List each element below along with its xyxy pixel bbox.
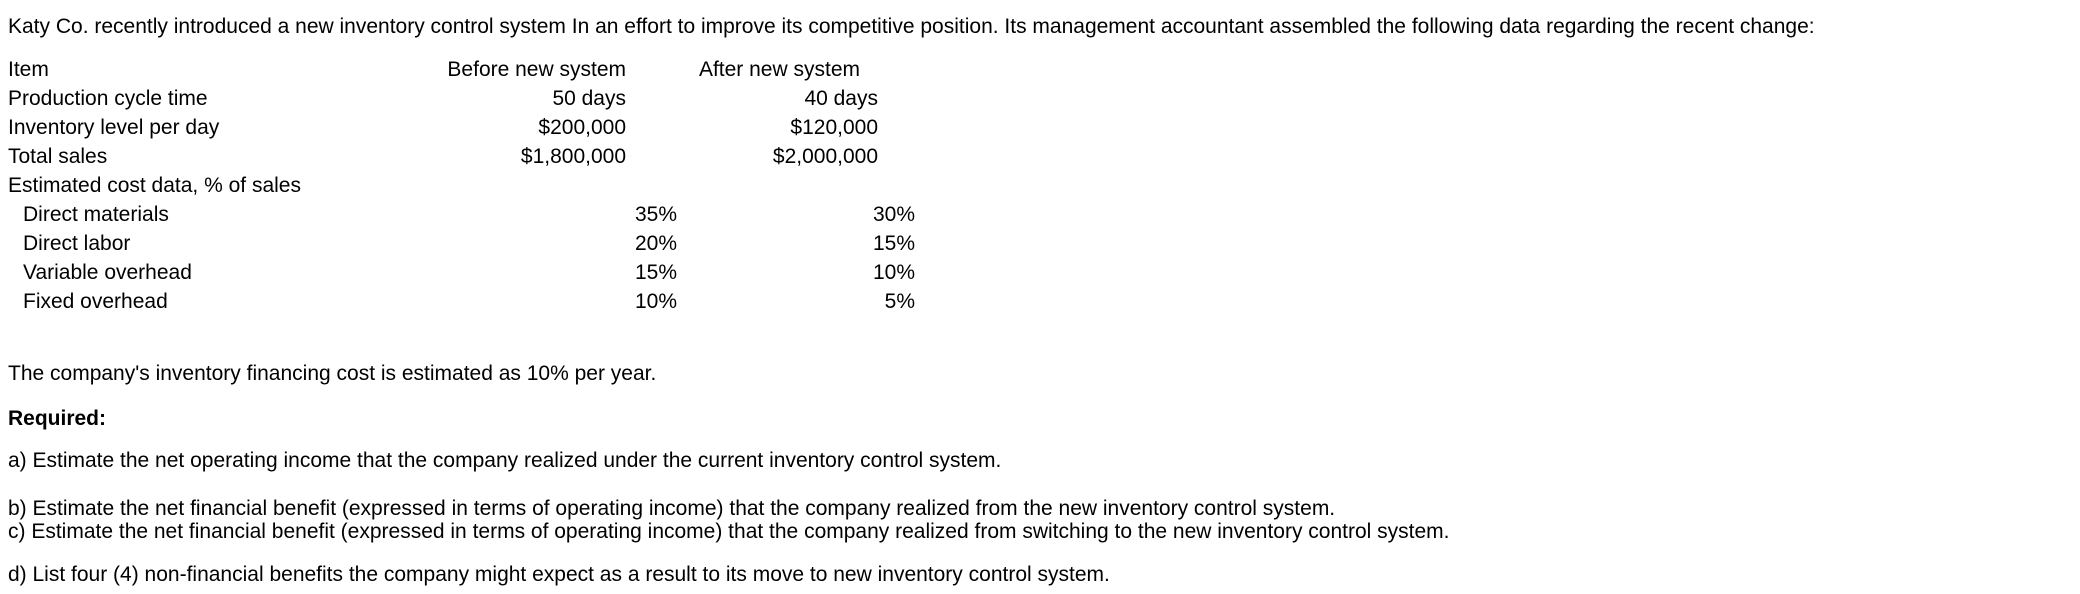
after-percent: 30% — [872, 203, 915, 226]
table-section-cost-data: Estimated cost data, % of sales — [8, 171, 2080, 200]
table-row-production-cycle-time: Production cycle time 50 days 40 days — [8, 84, 2080, 113]
table-header-row: Item Before new system After new system — [8, 55, 2080, 84]
requirement-c: c) Estimate the net financial benefit (e… — [8, 519, 1450, 543]
problem-page: Katy Co. recently introduced a new inven… — [8, 12, 2080, 589]
table-row-direct-materials: Direct materials 35% 30% — [8, 200, 2080, 229]
before-value: 50 days — [552, 87, 626, 110]
before-percent: 35% — [634, 203, 677, 226]
after-percent: 5% — [884, 290, 915, 313]
after-value: $2,000,000 — [772, 145, 878, 168]
before-value: $200,000 — [538, 116, 626, 139]
after-value: $120,000 — [790, 116, 878, 139]
requirement-a: a) Estimate the net operating income tha… — [8, 449, 1002, 472]
section-label: Estimated cost data, % of sales — [8, 174, 301, 197]
table-row-variable-overhead: Variable overhead 15% 10% — [8, 258, 2080, 287]
row-label: Variable overhead — [23, 261, 192, 284]
column-header-item: Item — [8, 58, 49, 81]
before-percent: 15% — [634, 261, 677, 284]
column-header-before: Before new system — [447, 58, 626, 81]
comparison-table: Item Before new system After new system … — [8, 55, 2080, 316]
financing-note: The company's inventory financing cost i… — [8, 362, 657, 385]
requirement-b: b) Estimate the net financial benefit (e… — [8, 497, 1336, 520]
after-percent: 10% — [872, 261, 915, 284]
row-label: Total sales — [8, 145, 108, 168]
after-percent: 15% — [872, 232, 915, 255]
row-label: Inventory level per day — [8, 116, 220, 139]
intro-paragraph: Katy Co. recently introduced a new inven… — [8, 15, 1815, 38]
requirement-d: d) List four (4) non-financial benefits … — [8, 563, 1110, 586]
before-percent: 20% — [634, 232, 677, 255]
column-header-after: After new system — [698, 58, 860, 81]
table-row-fixed-overhead: Fixed overhead 10% 5% — [8, 287, 2080, 316]
before-value: $1,800,000 — [520, 145, 626, 168]
before-percent: 10% — [634, 290, 677, 313]
row-label: Production cycle time — [8, 87, 208, 110]
after-value: 40 days — [804, 87, 878, 110]
required-label: Required: — [8, 407, 107, 430]
table-row-inventory-level: Inventory level per day $200,000 $120,00… — [8, 113, 2080, 142]
requirement-bc-block: b) Estimate the net financial benefit (e… — [8, 497, 2080, 543]
table-row-total-sales: Total sales $1,800,000 $2,000,000 — [8, 142, 2080, 171]
table-row-direct-labor: Direct labor 20% 15% — [8, 229, 2080, 258]
row-label: Direct materials — [23, 203, 169, 226]
row-label: Direct labor — [23, 232, 131, 255]
row-label: Fixed overhead — [23, 290, 168, 313]
